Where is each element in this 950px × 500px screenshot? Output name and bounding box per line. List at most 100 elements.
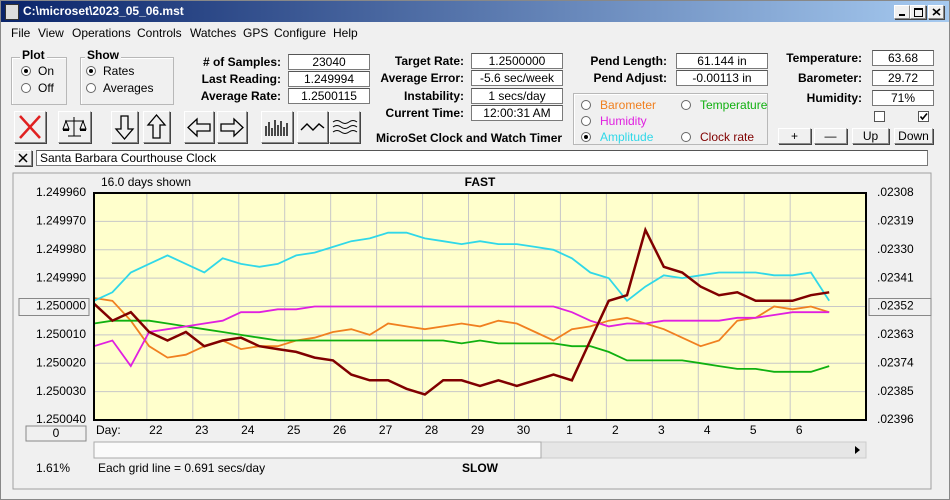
radio-label: Off (38, 81, 54, 95)
y-tick-label: 1.250030 (36, 384, 86, 398)
menu-item[interactable]: Help (333, 26, 358, 40)
field-value: 1.2500000 (471, 53, 563, 69)
maximize-button[interactable] (910, 5, 926, 19)
scrollbar-thumb[interactable] (93, 441, 542, 459)
up-button[interactable] (143, 111, 170, 143)
legend-entry[interactable]: Humidity (600, 114, 647, 128)
x-tick-label: 27 (379, 423, 393, 437)
x-tick-label: 28 (425, 423, 439, 437)
bars-view-button[interactable] (261, 111, 293, 143)
x-tick-label: 6 (796, 423, 803, 437)
legend-radio[interactable] (581, 116, 591, 126)
legend-radio[interactable] (581, 132, 591, 142)
radio-label: Averages (103, 81, 154, 95)
menu-item[interactable]: GPS (243, 26, 269, 40)
field-value: 29.72 (872, 70, 934, 86)
y-tick-label: 1.250040 (36, 412, 86, 426)
menu-bar: File View Operations Controls Watches GPS Conf… (1, 23, 949, 41)
legend-entry[interactable]: Barometer (600, 98, 657, 112)
app-icon (5, 4, 19, 20)
menu-item[interactable]: Configure (274, 26, 327, 40)
field-label: Average Error: (380, 71, 464, 85)
menu-item[interactable]: View (38, 26, 64, 40)
grid-note: Each grid line = 0.691 secs/day (98, 461, 265, 475)
field-label: Barometer: (797, 71, 862, 85)
field-value: 23040 (288, 54, 370, 70)
legend-radio[interactable] (681, 100, 691, 110)
legend-entry[interactable]: Amplitude (600, 130, 654, 144)
y2-tick-button[interactable] (868, 298, 932, 316)
radio-button[interactable] (86, 66, 96, 76)
series-line (93, 231, 830, 303)
x-tick-label: 3 (658, 423, 665, 437)
checkbox[interactable] (874, 111, 885, 122)
y2-tick-label: .02374 (877, 355, 914, 369)
scroll-right-arrow[interactable] (855, 446, 860, 454)
x-tick-label: 5 (750, 423, 757, 437)
stop-button[interactable] (14, 111, 46, 143)
minimize-button[interactable] (894, 5, 910, 19)
field-value: 1.249994 (288, 71, 370, 87)
fast-label: FAST (465, 175, 496, 189)
button[interactable]: — (814, 128, 847, 144)
show-group (80, 57, 174, 105)
chart: 16.0 days shown FAST SLOW 1.61% Each grid li… (12, 172, 932, 490)
title-bar: C:\microset\2023_05_06.mst (1, 1, 949, 22)
plot-border (93, 192, 867, 421)
menu-item[interactable]: Controls (137, 26, 182, 40)
field-value: 1 secs/day (471, 88, 563, 104)
y-tick-label: 1.249970 (36, 214, 86, 228)
y2-tick-label: .02319 (877, 214, 914, 228)
radio-label: Rates (103, 64, 135, 78)
y-tick-button[interactable] (18, 298, 90, 316)
field-label: Target Rate: (394, 54, 464, 68)
y2-tick-label: .02385 (877, 384, 914, 398)
right-button[interactable] (217, 111, 247, 143)
clock-name-input[interactable]: Santa Barbara Courthouse Clock (36, 150, 928, 166)
menu-item[interactable]: Watches (190, 26, 237, 40)
x-button-label: 0 (53, 426, 60, 440)
y-tick-label: 1.250000 (36, 299, 86, 313)
radio-button[interactable] (86, 83, 96, 93)
wave-view-button[interactable] (297, 111, 328, 143)
field-label: Last Reading: (201, 72, 281, 86)
app-title: MicroSet Clock and Watch Timer (376, 131, 563, 145)
left-button[interactable] (184, 111, 214, 143)
down-button[interactable] (111, 111, 138, 143)
legend-entry[interactable]: Temperature (700, 98, 768, 112)
y2-tick-label: .02341 (877, 270, 914, 284)
x-axis-label: Day: (96, 423, 121, 437)
menu-item[interactable]: File (11, 26, 31, 40)
legend-radio[interactable] (581, 100, 591, 110)
y2-tick-label: .02352 (877, 299, 914, 313)
field-value: -0.00113 in (676, 70, 768, 86)
y-tick-label: 1.249990 (36, 270, 86, 284)
balance-button[interactable] (58, 111, 91, 143)
radio-button[interactable] (21, 83, 31, 93)
series-group (573, 93, 768, 145)
multi-wave-button[interactable] (329, 111, 360, 143)
clear-name-button[interactable] (14, 150, 32, 166)
field-label: Current Time: (385, 106, 464, 120)
legend-radio[interactable] (681, 132, 691, 142)
button[interactable]: Down (894, 128, 933, 144)
button[interactable]: Up (852, 128, 889, 144)
y2-tick-label: .02396 (877, 412, 914, 426)
field-value: -5.6 sec/week (471, 70, 563, 86)
plot-group-title: Plot (20, 48, 47, 62)
menu-item[interactable]: Operations (72, 26, 131, 40)
radio-dot (24, 69, 28, 73)
radio-label: On (38, 64, 55, 78)
close-button[interactable] (928, 5, 944, 19)
legend-entry[interactable]: Clock rate (700, 130, 755, 144)
x-button[interactable] (25, 425, 87, 442)
radio-button[interactable] (21, 66, 31, 76)
radio-dot (584, 135, 588, 139)
percent-note: 1.61% (36, 461, 70, 475)
radio-dot (89, 69, 93, 73)
y-tick-label: 1.250010 (36, 327, 86, 341)
button[interactable]: + (778, 128, 811, 144)
series-line (93, 226, 830, 396)
field-label: Humidity: (806, 91, 862, 105)
checkbox[interactable] (918, 111, 929, 122)
